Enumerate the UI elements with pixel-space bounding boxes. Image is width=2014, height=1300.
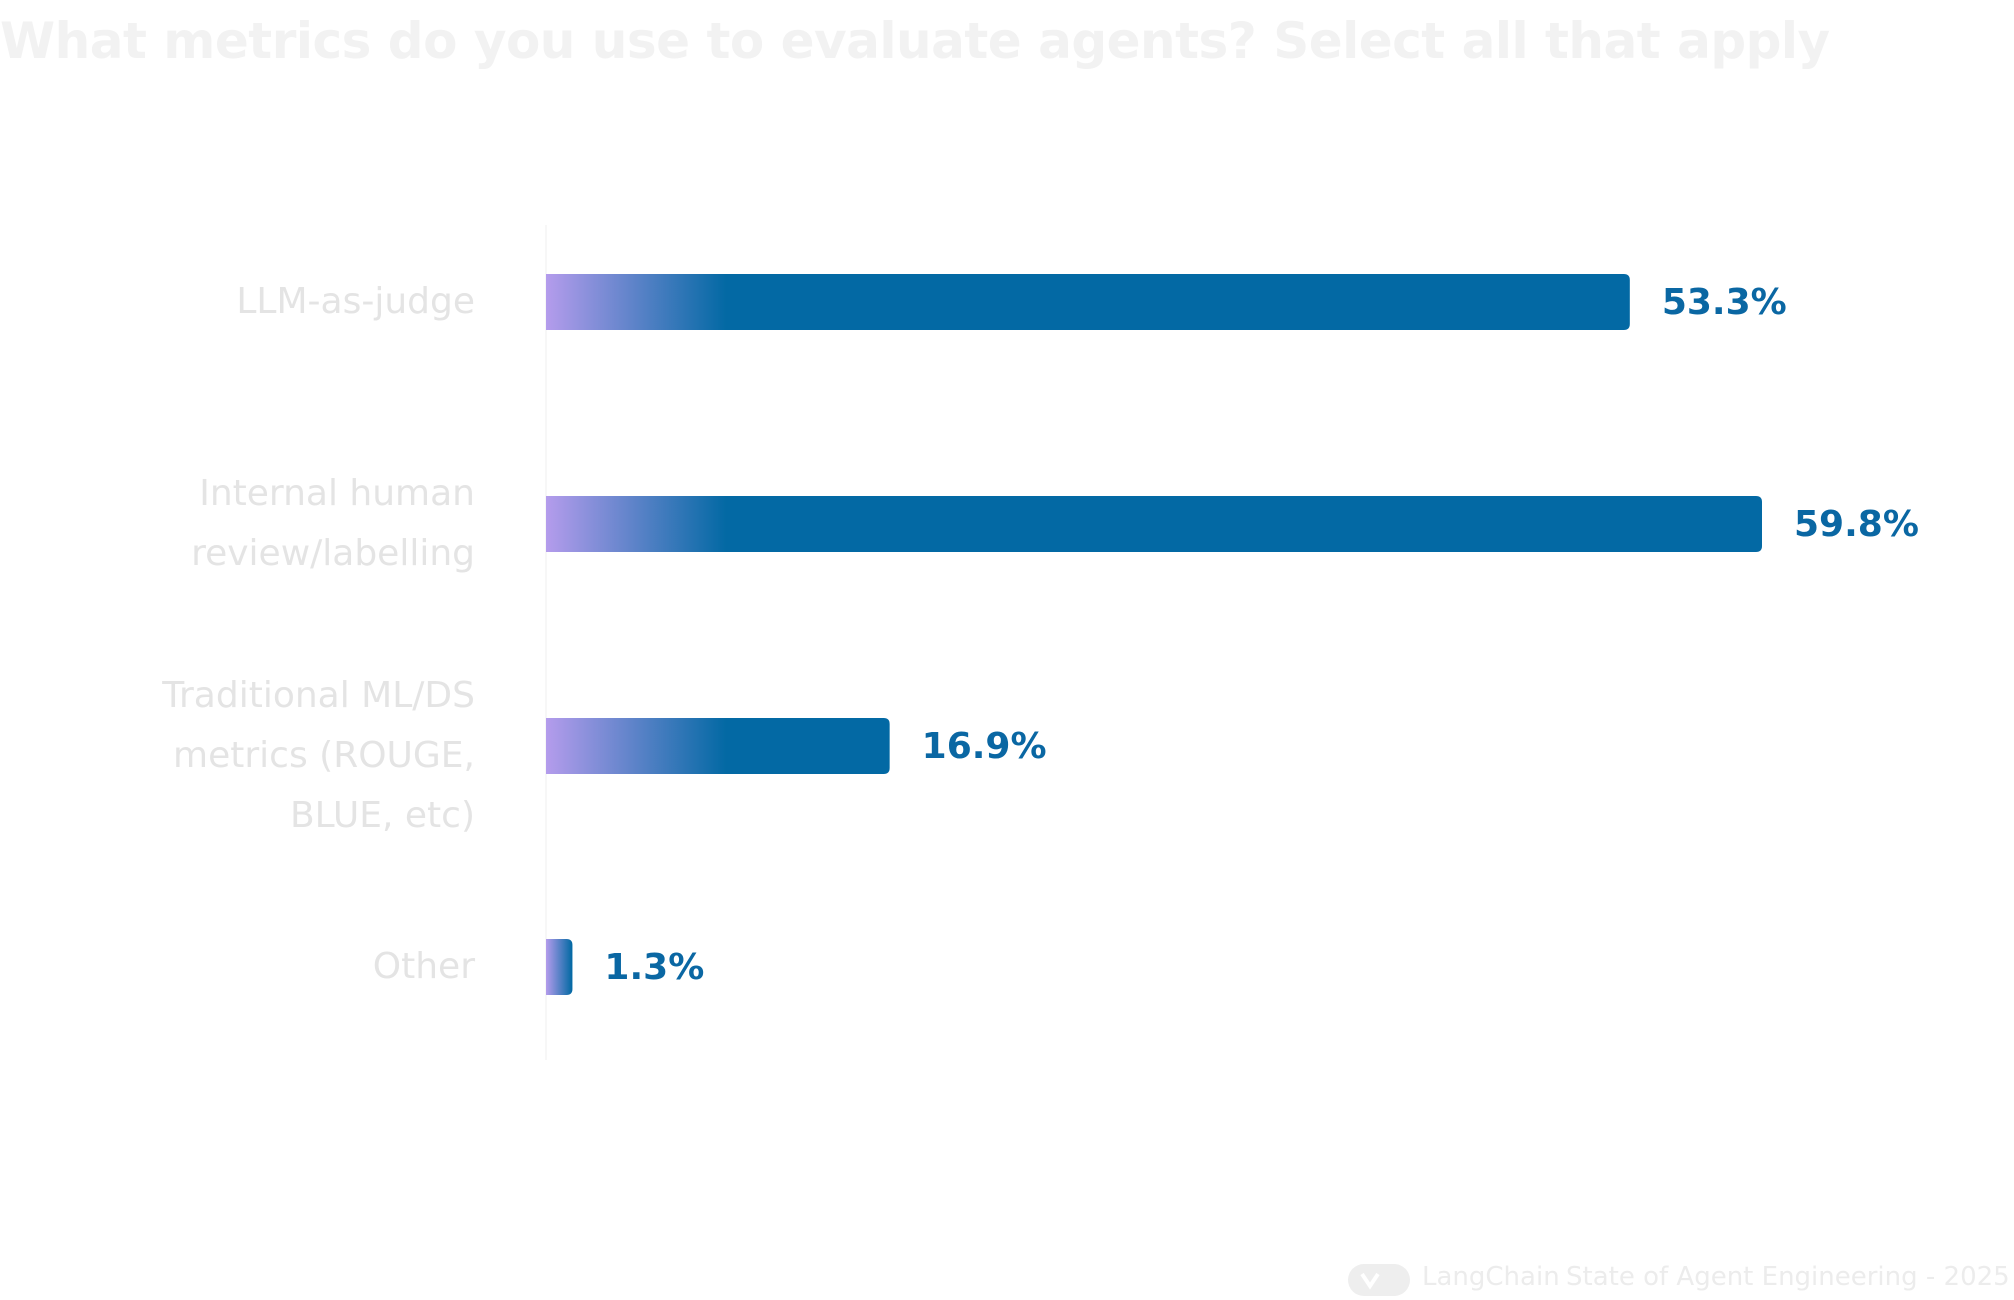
footer-logo	[1348, 1264, 1410, 1296]
category-label: Internal human review/labelling	[191, 473, 475, 574]
category-label: Traditional ML/DS metrics (ROUGE, BLUE, …	[162, 675, 475, 836]
footer-brand: LangChain	[1422, 1262, 1560, 1292]
bar	[546, 718, 890, 774]
footer-source: State of Agent Engineering - 2025	[1566, 1262, 2010, 1292]
bar	[546, 939, 573, 995]
category-label: Other	[372, 946, 475, 987]
value-label: 53.3%	[1662, 282, 1787, 323]
category-label: LLM-as-judge	[236, 281, 475, 322]
chart-title: What metrics do you use to evaluate agen…	[0, 12, 1830, 70]
value-label: 59.8%	[1794, 504, 1919, 545]
value-label: 1.3%	[604, 947, 704, 988]
bar	[546, 274, 1630, 330]
bar	[546, 496, 1762, 552]
value-label: 16.9%	[922, 726, 1047, 767]
